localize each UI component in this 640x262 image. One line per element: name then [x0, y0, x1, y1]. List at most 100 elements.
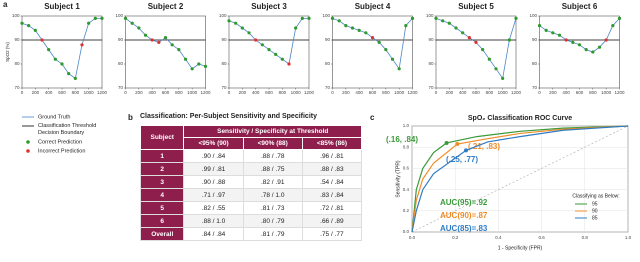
x-tick-label: 400 [459, 90, 467, 95]
y-tick-label: 100 [115, 13, 123, 18]
x-tick-label: 0.2 [452, 235, 459, 240]
prediction-point [551, 31, 555, 35]
x-tick-label: 600 [369, 90, 377, 95]
prediction-point [280, 57, 284, 61]
x-tick-label: 0 [435, 90, 438, 95]
legend-title: Classifying as Below: [572, 193, 619, 199]
prediction-point [591, 50, 595, 54]
x-tick-label: 600 [265, 90, 273, 95]
y-tick-label: 0.0 [403, 229, 410, 234]
y-tick-label: 0.4 [403, 187, 410, 192]
y-tick-label: 80 [532, 61, 538, 66]
y-tick-label: 80 [325, 61, 331, 66]
y-tick-label: 80 [428, 61, 434, 66]
operating-point [464, 148, 468, 153]
prediction-point [571, 40, 575, 45]
ground-truth-line [228, 18, 309, 65]
prediction-point [294, 26, 298, 30]
y-tick-label: 100 [219, 13, 227, 18]
prediction-point [203, 64, 208, 68]
prediction-point [80, 43, 84, 47]
prediction-point [307, 16, 311, 20]
prediction-point [454, 26, 458, 30]
x-tick-label: 0 [21, 90, 24, 95]
prediction-point [254, 38, 258, 42]
x-tick-label: 400 [148, 90, 156, 95]
y-tick-label: 70 [221, 85, 227, 90]
y-tick-label: 0.2 [403, 208, 410, 213]
prediction-point [130, 21, 134, 25]
table-cell: .75 / .77 [301, 227, 363, 241]
y-tick-label: 70 [118, 85, 124, 90]
prediction-point [247, 31, 251, 35]
prediction-point [27, 24, 31, 28]
prediction-point [344, 24, 348, 28]
prediction-point [20, 21, 24, 25]
legend-label: Classification Threshold Decision Boundar… [38, 123, 96, 136]
x-axis-label: 1 - Specificity (FPR) [498, 245, 543, 251]
point-annotation: (.25, .77) [446, 155, 478, 164]
y-tick-label: 90 [118, 37, 124, 42]
y-tick-label: 90 [325, 37, 331, 42]
x-tick-label: 800 [175, 90, 183, 95]
prediction-point [183, 57, 188, 61]
subplot-title: Subject 3 [251, 2, 287, 11]
legend-label: 85 [592, 215, 598, 221]
y-tick-label: 100 [426, 13, 434, 18]
x-tick-label: 200 [239, 90, 247, 95]
chance-line [411, 125, 629, 233]
x-tick-label: 0.8 [582, 235, 589, 240]
x-tick-label: 400 [45, 90, 53, 95]
prediction-point [47, 48, 51, 52]
x-tick-label: 400 [562, 90, 570, 95]
prediction-point [537, 24, 542, 28]
prediction-point [67, 72, 71, 76]
prediction-point [410, 16, 415, 20]
prediction-point [501, 76, 505, 80]
x-tick-label: 600 [472, 90, 480, 95]
prediction-point [93, 16, 97, 20]
prediction-point [240, 26, 244, 30]
header-cell: Subject [139, 125, 185, 150]
prediction-point [404, 24, 408, 28]
prediction-point [384, 48, 388, 52]
x-tick-label: 200 [549, 90, 557, 95]
auc-label: AUC(95)=.92 [440, 198, 488, 207]
y-tick-label: 100 [322, 13, 330, 18]
plot-frame [21, 15, 103, 89]
prediction-point [441, 19, 445, 23]
table-cell: 6 [139, 214, 185, 228]
prediction-point [597, 45, 602, 49]
auc-label: AUC(90)=.87 [440, 211, 488, 220]
prediction-point [564, 38, 568, 42]
prediction-point [267, 48, 271, 52]
x-tick-label: 0.6 [538, 235, 545, 240]
prediction-point [390, 57, 395, 61]
y-tick-label: 1.0 [403, 123, 410, 128]
prediction-point [467, 36, 471, 40]
table-cell: 3 [139, 175, 185, 189]
point-annotation: (.21, .83) [468, 142, 500, 151]
subplot-title: Subject 4 [355, 2, 391, 11]
prediction-point [150, 38, 154, 42]
prediction-point [53, 57, 57, 61]
x-tick-label: 800 [382, 90, 390, 95]
legend-swatch [26, 140, 30, 144]
table-cell: Overall [139, 227, 185, 241]
ground-truth-line [539, 18, 620, 53]
prediction-point [494, 67, 498, 71]
prediction-point [487, 57, 491, 61]
y-tick-label: 80 [221, 61, 227, 66]
y-tick-label: 100 [12, 13, 20, 18]
prediction-point [137, 26, 141, 30]
y-tick-label: 90 [14, 37, 20, 42]
x-tick-label: 200 [342, 90, 350, 95]
x-tick-label: 1200 [511, 90, 522, 95]
prediction-point [197, 62, 201, 66]
header-cell: <85% (86) [301, 137, 363, 150]
x-tick-label: 200 [446, 90, 454, 95]
prediction-point [397, 67, 401, 71]
x-tick-label: 1200 [407, 90, 418, 95]
plot-frame [332, 15, 413, 89]
subplot-title: Subject 5 [458, 2, 494, 11]
